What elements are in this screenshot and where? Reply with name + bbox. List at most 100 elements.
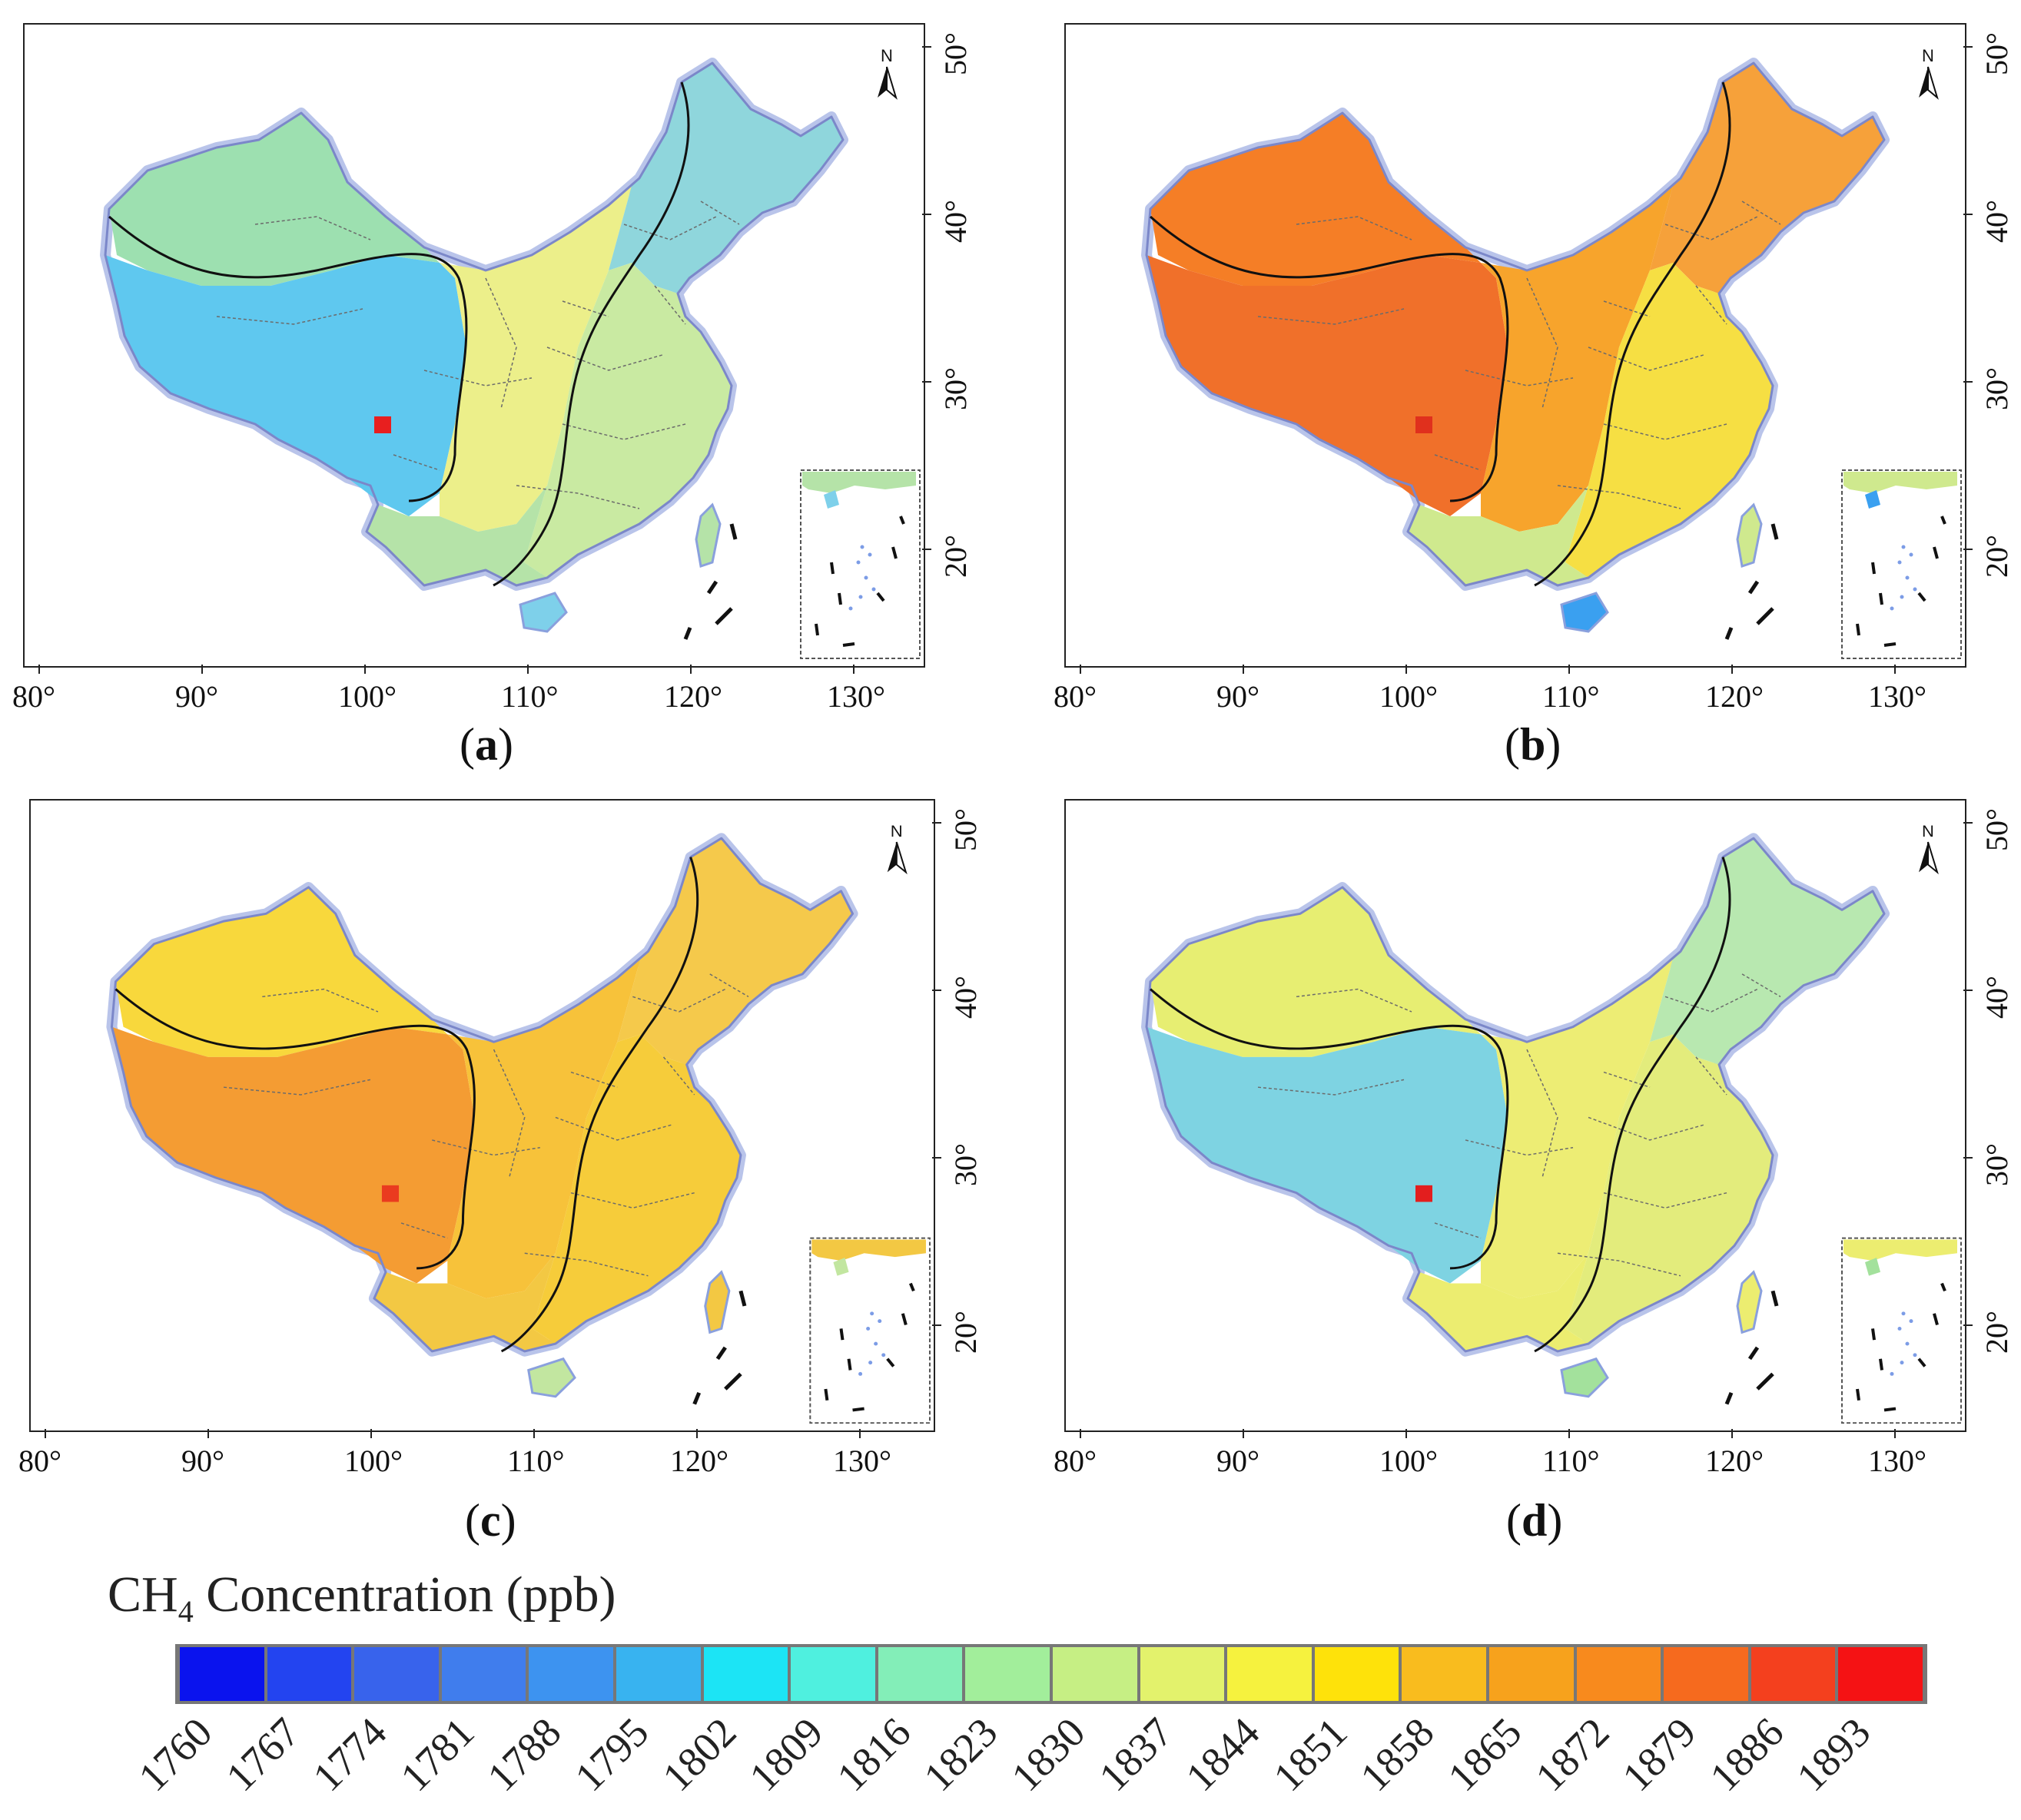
y-tick-label: 40° [948,976,983,1019]
sea-boundary-mark [724,1372,742,1391]
legend-swatch [1838,1647,1923,1701]
region-northeast [609,63,843,293]
region-north [447,959,641,1299]
y-tick-mark [1963,990,1973,991]
region-tibet [105,255,466,516]
zone-boundary-1 [108,215,468,502]
x-tick-mark [853,665,855,674]
legend-tick-label: 1858 [1352,1709,1443,1801]
china-map-d: N [1141,821,1962,1424]
region-east [532,1034,741,1344]
legend-tick-label: 1865 [1439,1709,1531,1801]
legend-swatch [791,1647,875,1701]
y-tick-label: 20° [938,535,973,578]
province-border [623,216,717,240]
x-tick-label: 100° [344,1444,403,1478]
x-tick-mark [364,665,366,674]
legend-swatch [441,1647,526,1701]
taiwan-island [1736,502,1763,568]
map-panel-c: N [29,799,935,1432]
region-north [440,186,632,532]
legend-swatch [1314,1647,1399,1701]
province-border [1296,216,1412,240]
x-tick-label: 80° [1054,679,1097,714]
region-north [1481,186,1673,532]
y-tick-mark [922,46,931,48]
sea-boundary-mark [1724,1391,1734,1405]
hainan-island [527,1357,576,1398]
legend-swatch [878,1647,963,1701]
north-arrow-icon [878,66,898,100]
legend-swatch [1052,1647,1137,1701]
zone-boundary-2 [1534,857,1731,1353]
sea-boundary-mark [1724,627,1734,640]
x-tick-mark [690,665,692,674]
zone-boundary-2 [493,81,690,587]
y-tick-mark [1963,549,1973,550]
zone-boundary-1 [1150,215,1509,502]
y-tick-label: 50° [1980,32,2014,75]
taiwan-island [704,1270,731,1334]
x-tick-label: 130° [827,679,885,714]
province-border [1434,1222,1482,1239]
x-tick-label: 110° [501,679,559,714]
legend-swatch [1227,1647,1312,1701]
hotspot-marker [374,416,391,433]
x-tick-mark [207,1429,209,1438]
country-outline [104,61,845,587]
legend-tick-label: 1844 [1176,1709,1269,1801]
legend-swatch [965,1647,1050,1701]
province-border [223,1079,371,1096]
zone-boundary-1 [114,988,476,1270]
x-tick-mark [527,665,529,674]
province-border [1695,285,1727,325]
legend-tick-label: 1781 [391,1709,483,1801]
hainan-island [519,592,568,633]
legend-tick-label: 1802 [653,1709,745,1801]
region-northeast [1650,838,1884,1065]
panel-caption-a: (a) [460,719,513,770]
province-border [1557,485,1681,509]
x-tick-label: 100° [1379,1444,1438,1478]
legend-swatch [180,1647,264,1701]
hainan-island [1560,1357,1609,1398]
y-tick-label: 50° [938,32,973,75]
legend-swatch [616,1647,701,1701]
sea-boundary-mark [715,607,733,625]
map-panel-a: N [23,23,925,668]
y-tick-mark [932,1324,941,1326]
x-tick-label: 80° [12,679,55,714]
sea-boundary-mark [738,1290,747,1307]
y-tick-label: 30° [1980,1143,2014,1186]
legend-swatch [1488,1647,1574,1701]
y-tick-mark [922,214,931,215]
region-south [1408,486,1588,585]
province-border [1664,216,1758,240]
legend-tick-label: 1872 [1526,1709,1618,1801]
legend-tick-label: 1809 [740,1709,832,1801]
taiwan-island [695,502,722,568]
legend-swatch [703,1647,788,1701]
province-border [1257,1079,1405,1096]
province-border [1695,1056,1727,1096]
x-tick-mark [45,1429,46,1438]
y-tick-mark [932,822,941,824]
legend-swatch [1576,1647,1661,1701]
china-map-b: N [1141,46,1962,659]
x-tick-label: 130° [833,1444,891,1478]
x-tick-label: 120° [664,679,722,714]
x-tick-mark [1568,665,1570,674]
region-east [524,263,732,578]
north-label: N [1922,821,1934,840]
sea-boundary-mark [683,627,692,640]
x-tick-mark [1568,1429,1570,1438]
north-label: N [891,821,903,840]
x-tick-label: 110° [507,1444,565,1478]
x-tick-label: 100° [338,679,397,714]
panel-caption-c: (c) [465,1495,516,1546]
province-border [524,1252,649,1277]
region-northeast [617,838,853,1065]
province-border [485,277,517,409]
legend-swatch [529,1647,613,1701]
y-tick-label: 30° [1980,367,2014,410]
